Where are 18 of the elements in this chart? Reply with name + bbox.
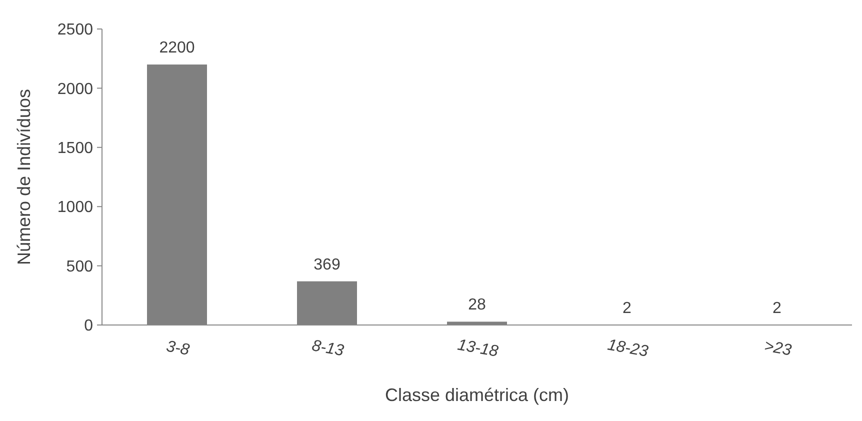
x-axis-title: Classe diamétrica (cm) <box>384 385 570 405</box>
x-tick-label: 3-8 <box>164 338 191 359</box>
data-label: 2200 <box>159 40 195 57</box>
data-label: 28 <box>468 296 486 314</box>
y-tick-label: 2500 <box>57 22 94 39</box>
y-tick-label: 1000 <box>57 199 94 216</box>
x-tick-label: 8-13 <box>310 337 346 360</box>
data-label: 2 <box>622 300 632 317</box>
x-tick-label: >23 <box>762 338 793 360</box>
x-tick-label: 13-18 <box>456 336 500 361</box>
y-tick-label: 500 <box>66 258 94 276</box>
data-label: 2 <box>772 300 782 317</box>
y-tick-label: 2000 <box>57 80 94 98</box>
x-tick-label: 18-23 <box>606 336 650 361</box>
y-axis-title: Número de Indivíduos <box>14 88 34 266</box>
y-tick-label: 0 <box>84 318 94 335</box>
y-tick-label: 1500 <box>57 140 94 157</box>
data-label: 369 <box>314 256 340 274</box>
